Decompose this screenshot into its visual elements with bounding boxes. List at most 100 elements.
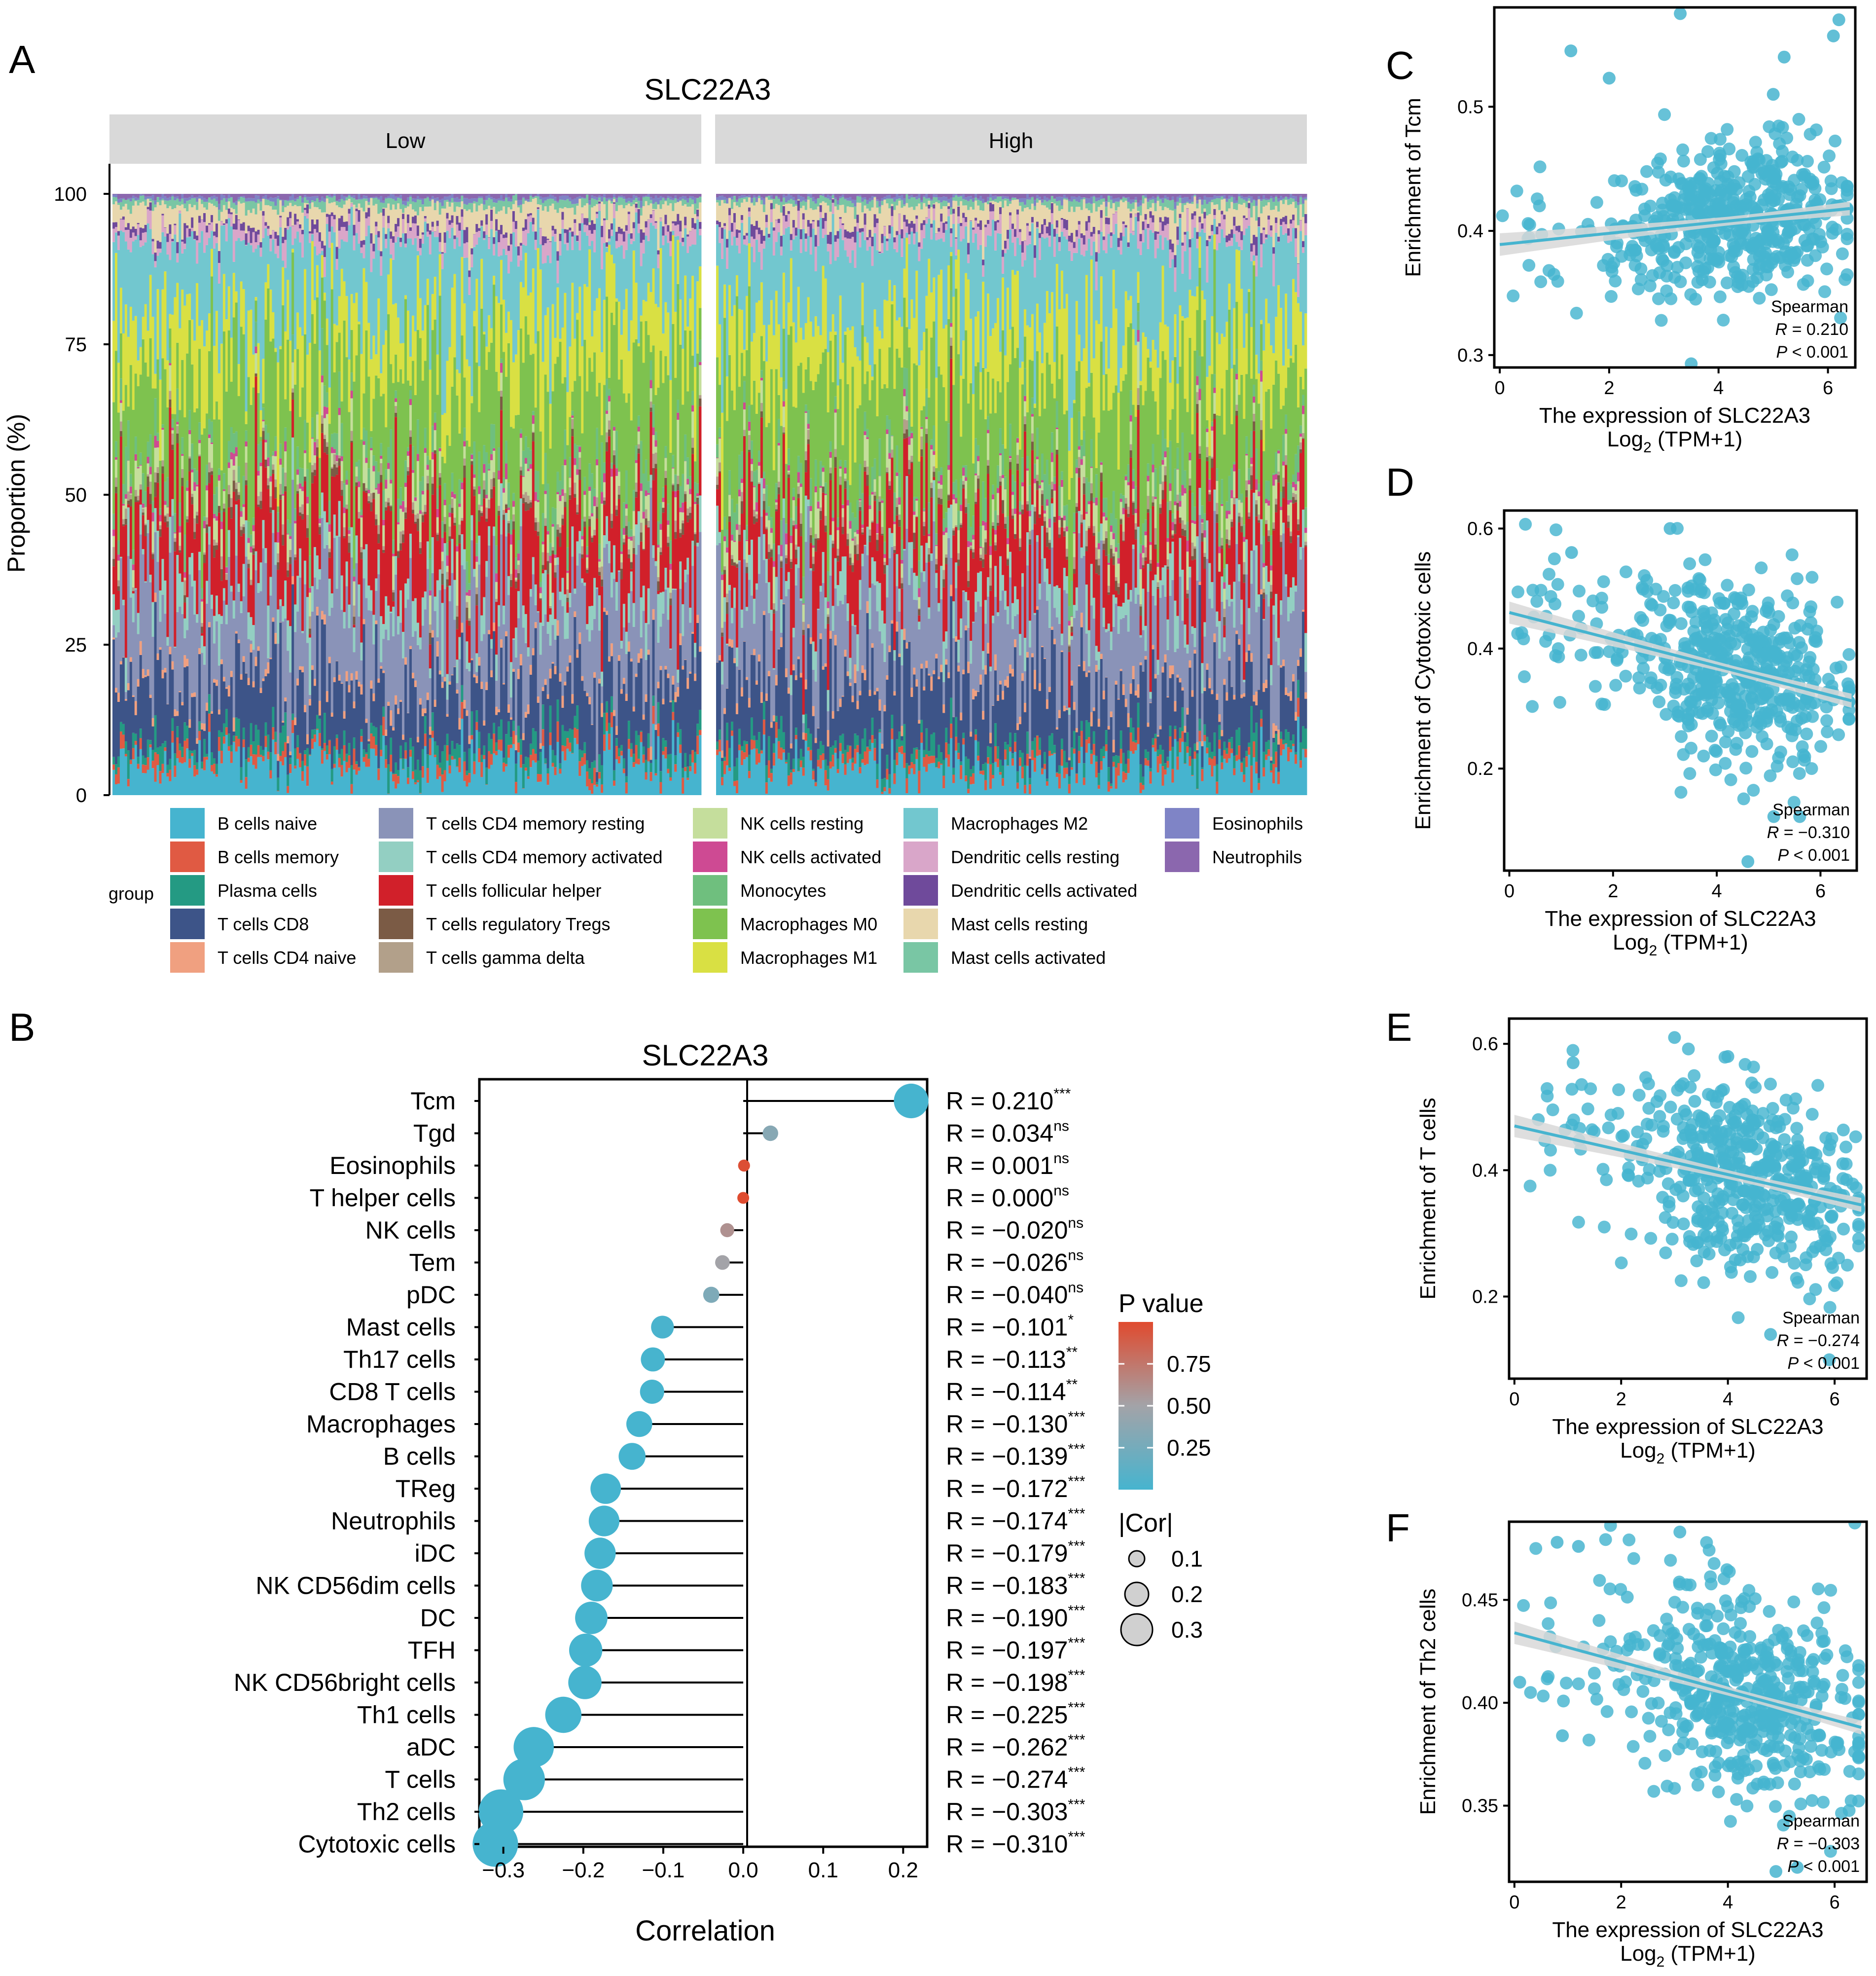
stacked-bar-segment (291, 479, 294, 577)
stacked-bar-segment (230, 452, 233, 460)
stacked-bar-segment (559, 527, 562, 533)
stacked-bar-segment (554, 197, 557, 201)
stacked-bar-segment (313, 686, 317, 730)
stacked-bar-segment (250, 243, 253, 246)
stacked-bar-segment (321, 764, 324, 795)
stacked-bar-segment (522, 198, 525, 204)
stacked-bar-segment (174, 208, 177, 224)
stacked-bar-segment (272, 198, 275, 202)
stacked-bar-segment (622, 678, 626, 684)
stacked-bar-segment (664, 589, 667, 666)
stacked-bar-segment (559, 199, 562, 208)
stacked-bar-segment (277, 194, 280, 196)
stacked-bar-segment (362, 211, 365, 240)
stacked-bar-segment (279, 194, 282, 200)
stacked-bar-segment (426, 754, 430, 768)
stacked-bar-segment (554, 241, 557, 338)
stacked-bar-segment (635, 463, 638, 483)
stacked-bar-segment (316, 456, 319, 556)
stacked-bar-segment (250, 617, 253, 641)
stacked-bar-segment (473, 569, 476, 577)
stacked-bar-segment (495, 545, 498, 574)
stacked-bar-segment (395, 194, 397, 197)
stacked-bar-segment (299, 196, 302, 206)
stacked-bar-segment (242, 533, 246, 564)
stacked-bar-segment (667, 768, 670, 773)
stacked-bar-segment (490, 210, 493, 221)
stacked-bar-segment (350, 195, 353, 198)
stacked-bar-segment (230, 226, 233, 338)
stacked-bar-segment (524, 219, 528, 230)
stacked-bar-segment (169, 647, 172, 655)
stacked-bar-segment (559, 591, 562, 600)
stacked-bar-segment (282, 622, 285, 721)
stacked-bar-segment (335, 462, 339, 468)
stacked-bar-segment (149, 194, 152, 197)
stacked-bar-segment (583, 585, 586, 691)
stacked-bar-segment (421, 708, 425, 716)
stacked-bar-segment (360, 510, 363, 515)
stacked-bar-segment (652, 225, 655, 268)
stacked-bar-segment (208, 434, 211, 438)
stacked-bar-segment (662, 383, 665, 487)
stacked-bar-segment (179, 692, 181, 744)
stacked-bar-segment (161, 194, 164, 199)
stacked-bar-segment (414, 395, 417, 497)
stacked-bar-segment (198, 216, 201, 223)
stacked-bar-segment (213, 195, 216, 199)
stacked-bar-segment (127, 194, 130, 198)
stacked-bar-segment (264, 199, 267, 205)
stacked-bar-segment (625, 782, 628, 794)
stacked-bar-segment (375, 519, 378, 525)
stacked-bar-segment (382, 552, 385, 624)
stacked-bar-segment (541, 625, 545, 687)
stacked-bar-segment (284, 757, 287, 795)
stacked-bar-segment (380, 666, 383, 669)
stacked-bar-segment (615, 202, 618, 211)
stacked-bar-segment (380, 463, 383, 475)
stacked-bar-segment (139, 749, 143, 795)
stacked-bar-segment (586, 557, 589, 568)
stacked-bar-segment (635, 482, 638, 492)
stacked-bar-segment (657, 521, 660, 545)
stacked-bar-segment (176, 388, 179, 422)
stacked-bar-segment (211, 475, 214, 595)
stacked-bar-segment (122, 524, 125, 526)
stacked-bar-segment (287, 217, 289, 226)
stacked-bar-segment (142, 773, 145, 795)
stacked-bar-segment (198, 439, 201, 443)
stacked-bar-segment (443, 770, 447, 781)
stacked-bar-segment (566, 666, 569, 672)
stacked-bar-segment (576, 194, 579, 197)
stacked-bar-segment (392, 727, 395, 731)
stacked-bar-segment (544, 315, 547, 375)
stacked-bar-segment (215, 207, 218, 224)
stacked-bar-segment (453, 522, 456, 526)
stacked-bar-segment (360, 642, 363, 660)
stacked-bar-segment (593, 672, 596, 678)
stacked-bar-segment (409, 227, 412, 231)
stacked-bar-segment (578, 553, 581, 633)
stacked-bar-segment (554, 229, 557, 234)
stacked-bar-segment (654, 209, 657, 221)
stacked-bar-segment (122, 194, 125, 198)
stacked-bar-segment (343, 507, 346, 513)
stacked-bar-segment (114, 222, 118, 227)
stacked-bar-segment (647, 481, 650, 493)
stacked-bar-segment (399, 195, 402, 199)
stacked-bar-segment (561, 220, 564, 229)
stacked-bar-segment (608, 723, 611, 734)
stacked-bar-segment (227, 214, 231, 219)
stacked-bar-segment (350, 765, 353, 784)
stacked-bar-segment (414, 680, 417, 687)
stacked-bar-segment (129, 365, 133, 474)
stacked-bar-segment (171, 444, 174, 450)
stacked-bar-segment (424, 505, 427, 512)
stacked-bar-segment (240, 194, 243, 196)
stacked-bar-segment (272, 194, 275, 198)
stacked-bar-segment (625, 700, 628, 776)
stacked-bar-segment (220, 221, 223, 226)
stacked-bar-segment (617, 471, 621, 472)
stacked-bar-segment (367, 323, 370, 377)
stacked-bar-segment (564, 244, 567, 293)
